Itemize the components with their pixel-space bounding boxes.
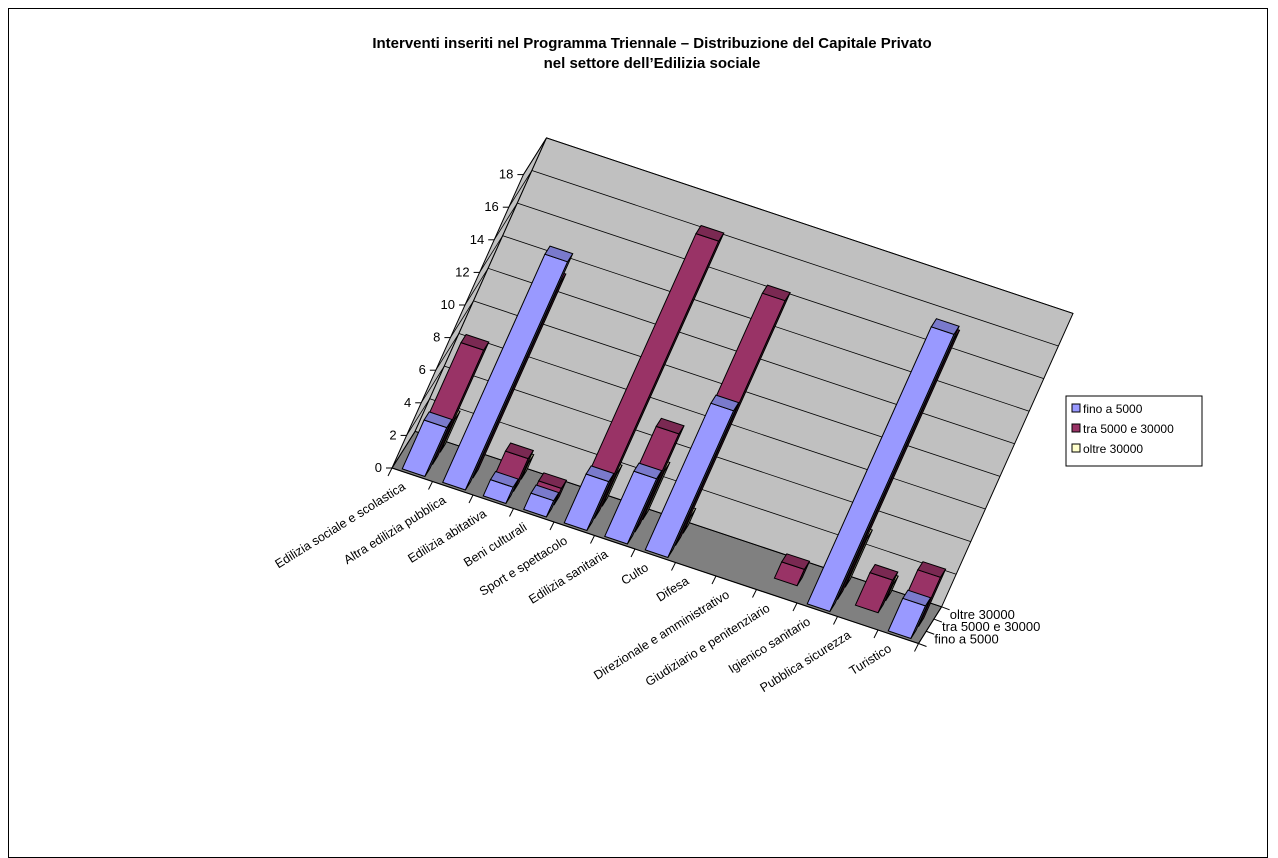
bar-0-5 xyxy=(604,462,663,545)
x-tick-mark xyxy=(671,562,676,571)
x-tick-mark xyxy=(833,616,838,625)
x-tick-mark xyxy=(590,535,595,544)
y-tick-label: 12 xyxy=(455,264,469,279)
chart-title: Interventi inseriti nel Programma Trienn… xyxy=(372,35,931,52)
chart-3d-column: Interventi inseriti nel Programma Trienn… xyxy=(273,35,1203,695)
x-tick-mark xyxy=(792,602,798,612)
legend-swatch xyxy=(1071,443,1081,453)
gridline xyxy=(406,398,957,575)
x-tick-mark xyxy=(873,629,879,639)
bar-0-2 xyxy=(482,470,520,505)
gridline xyxy=(450,300,1001,477)
chart-subtitle: nel settore dell’Edilizia sociale xyxy=(544,55,761,72)
y-tick-label: 2 xyxy=(389,427,396,442)
x-category-label: Difesa xyxy=(654,574,692,605)
x-category-label: Turistico xyxy=(847,641,894,678)
depth-axis-label: oltre 30000 xyxy=(950,607,1015,622)
x-category-label: Culto xyxy=(619,560,651,587)
depth-axis-line xyxy=(918,606,943,644)
y-tick-label: 0 xyxy=(375,460,382,475)
depth-tick-mark xyxy=(941,606,950,611)
legend-label: fino a 5000 xyxy=(1083,402,1143,416)
legend-box xyxy=(1065,395,1203,467)
x-axis-line xyxy=(391,467,919,644)
legend-label: oltre 30000 xyxy=(1083,442,1143,456)
bar-0-3 xyxy=(523,484,560,518)
y-tick-label: 10 xyxy=(441,297,455,312)
depth-axis-label: fino a 5000 xyxy=(934,631,998,646)
x-tick-mark xyxy=(387,467,393,477)
y-tick-label: 6 xyxy=(419,362,426,377)
x-tick-mark xyxy=(914,643,919,652)
legend-label: tra 5000 e 30000 xyxy=(1083,422,1174,436)
bar-1-9 xyxy=(773,553,811,587)
bar-1-4 xyxy=(571,224,725,519)
bar-1-11 xyxy=(854,563,899,614)
bar-0-0 xyxy=(401,411,453,478)
x-tick-mark xyxy=(752,589,757,598)
x-tick-mark xyxy=(468,494,474,504)
gridline xyxy=(391,430,942,608)
bar-0-4 xyxy=(563,465,615,532)
bar-0-1 xyxy=(442,245,574,491)
depth-tick-mark xyxy=(926,630,935,635)
legend-swatch xyxy=(1071,423,1081,433)
bar-0-10 xyxy=(806,318,960,613)
x-tick-mark xyxy=(509,508,514,517)
depth-tick-mark xyxy=(918,643,927,647)
x-tick-mark xyxy=(549,521,555,531)
gridline xyxy=(523,137,1074,314)
gridline xyxy=(508,170,1059,347)
gridline xyxy=(493,202,1044,379)
depth-axis-label: tra 5000 e 30000 xyxy=(942,619,1040,634)
bar-0-12 xyxy=(887,589,932,640)
x-tick-mark xyxy=(630,548,636,558)
y-tick-label: 4 xyxy=(404,395,411,410)
x-tick-mark xyxy=(711,575,717,585)
chart-gridlines xyxy=(391,137,1074,608)
gridline xyxy=(420,365,971,542)
x-tick-mark xyxy=(428,481,433,490)
bar-0-6 xyxy=(644,394,740,559)
gridline xyxy=(435,333,986,510)
legend-swatch xyxy=(1071,403,1081,413)
y-tick-label: 16 xyxy=(484,199,498,214)
x-category-label: Altra edilizia pubblica xyxy=(341,493,448,567)
gridline xyxy=(479,235,1030,412)
depth-tick-mark xyxy=(933,618,943,623)
y-tick-label: 14 xyxy=(470,232,484,247)
chart-bars xyxy=(401,224,961,640)
gridline xyxy=(464,267,1015,445)
chart-legend: fino a 5000 tra 5000 e 30000 oltre 30000 xyxy=(1065,395,1203,467)
y-tick-label: 8 xyxy=(433,330,440,345)
y-tick-label: 18 xyxy=(499,167,513,182)
